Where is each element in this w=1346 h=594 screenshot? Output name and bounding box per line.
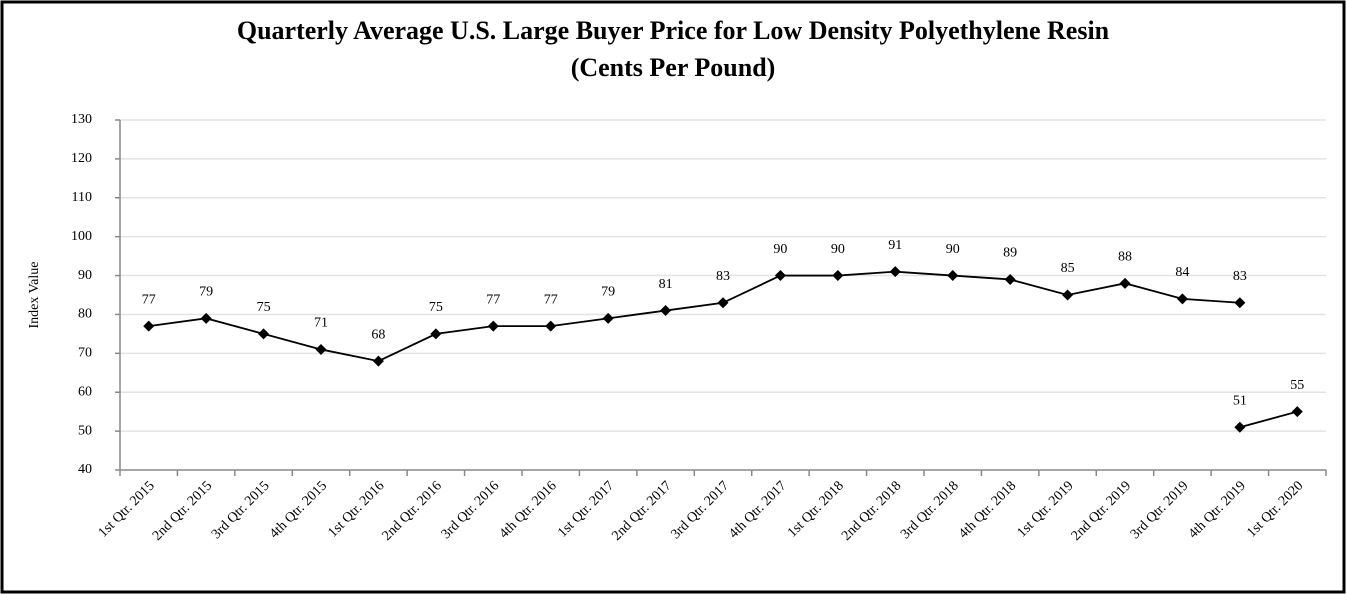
data-label: 83 <box>716 269 730 284</box>
data-label: 85 <box>1061 261 1075 276</box>
data-label: 81 <box>659 277 673 292</box>
marker <box>258 328 270 340</box>
marker <box>774 270 786 282</box>
data-label: 89 <box>1003 246 1017 261</box>
marker <box>315 343 327 355</box>
data-label: 90 <box>831 242 845 257</box>
data-label: 68 <box>371 327 385 342</box>
marker <box>372 355 384 367</box>
y-tick-label: 50 <box>78 423 92 438</box>
data-label: 83 <box>1233 269 1247 284</box>
marker <box>200 312 212 324</box>
marker <box>1062 289 1074 301</box>
data-label: 71 <box>314 316 328 331</box>
marker <box>545 320 557 332</box>
series-line <box>1239 410 1298 429</box>
data-label: 90 <box>773 242 787 257</box>
y-tick-label: 110 <box>72 190 92 205</box>
marker <box>143 320 155 332</box>
y-tick-label: 70 <box>78 346 92 361</box>
data-label: 84 <box>1175 265 1189 280</box>
marker <box>660 305 672 317</box>
y-tick-label: 130 <box>71 112 92 127</box>
marker <box>717 297 729 309</box>
data-label: 79 <box>601 285 615 300</box>
data-label: 79 <box>199 285 213 300</box>
y-tick-label: 100 <box>71 229 92 244</box>
y-axis-title: Index Value <box>27 262 42 329</box>
chart-subtitle: (Cents Per Pound) <box>571 53 776 82</box>
marker <box>947 270 959 282</box>
data-label: 88 <box>1118 250 1132 265</box>
data-label: 77 <box>544 292 558 307</box>
marker <box>1291 406 1303 418</box>
y-tick-label: 60 <box>78 384 92 399</box>
marker <box>487 320 499 332</box>
data-label: 77 <box>142 292 156 307</box>
marker <box>1234 421 1246 433</box>
y-tick-label: 40 <box>78 462 92 477</box>
marker <box>1176 293 1188 305</box>
data-label: 91 <box>888 238 902 253</box>
chart-title: Quarterly Average U.S. Large Buyer Price… <box>237 16 1110 45</box>
series-line <box>148 270 1240 363</box>
marker <box>1119 277 1131 289</box>
data-label: 51 <box>1233 393 1247 408</box>
y-tick-label: 90 <box>78 268 92 283</box>
data-label: 75 <box>429 300 443 315</box>
marker <box>430 328 442 340</box>
marker <box>1004 273 1016 285</box>
y-tick-label: 120 <box>71 151 92 166</box>
marker <box>602 312 614 324</box>
data-label: 55 <box>1290 378 1304 393</box>
data-label: 90 <box>946 242 960 257</box>
marker <box>1234 297 1246 309</box>
y-tick-label: 80 <box>78 307 92 322</box>
data-label: 77 <box>486 292 500 307</box>
data-label: 75 <box>257 300 271 315</box>
marker <box>889 266 901 278</box>
marker <box>832 270 844 282</box>
